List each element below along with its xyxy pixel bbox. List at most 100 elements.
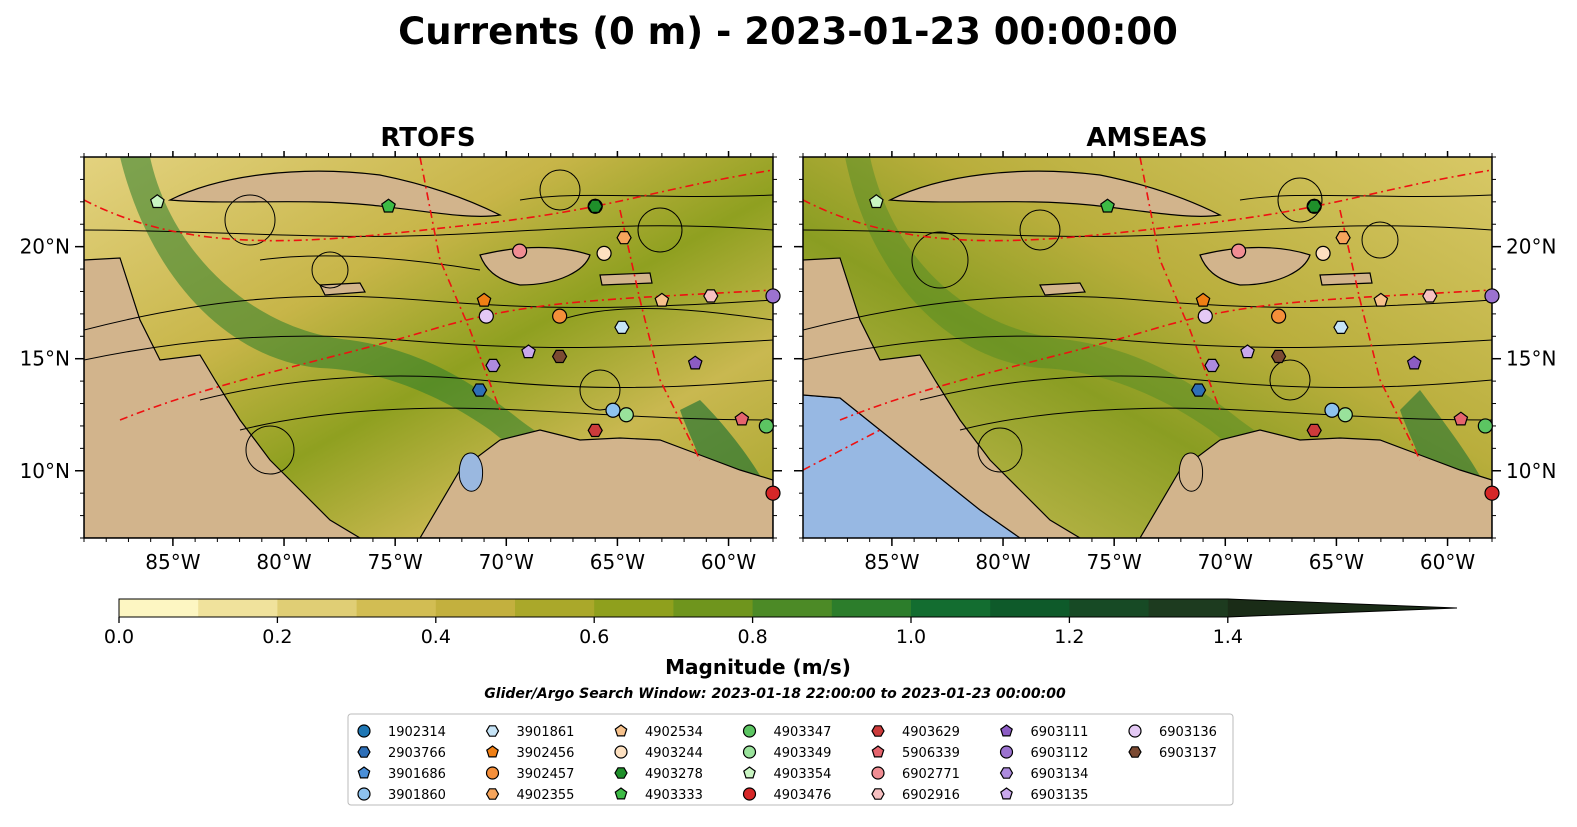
lon-tick-label: 80°W bbox=[256, 550, 311, 574]
land-cuba bbox=[167, 170, 502, 217]
float-markers-rtofs bbox=[149, 194, 781, 501]
lat-tick-label: 15°N bbox=[20, 347, 70, 371]
legend-marker-3902457 bbox=[485, 766, 500, 780]
legend-marker-1902314 bbox=[357, 724, 371, 738]
legend-marker-5906339 bbox=[871, 745, 885, 758]
lon-tick-label: 60°W bbox=[701, 550, 756, 574]
colorbar-extend-arrow bbox=[1227, 599, 1457, 617]
float-marker-4903629 bbox=[1306, 423, 1322, 438]
legend-label: 4903476 bbox=[774, 788, 832, 803]
legend-label: 4903629 bbox=[902, 725, 960, 740]
float-marker-6903134 bbox=[1204, 358, 1220, 373]
legend-label: 4903347 bbox=[774, 725, 832, 740]
legend-label: 6903134 bbox=[1031, 767, 1089, 782]
float-marker-4903476 bbox=[1484, 485, 1500, 501]
float-marker-4902355 bbox=[1335, 231, 1351, 245]
float-marker-4903354 bbox=[149, 194, 165, 209]
current-band bbox=[120, 157, 640, 500]
colorbar-segment bbox=[1069, 599, 1150, 617]
lat-tick-label: 10°N bbox=[20, 459, 70, 483]
legend-label: 4903244 bbox=[645, 746, 703, 761]
legend-label: 4903354 bbox=[774, 767, 832, 782]
legend-label: 3901861 bbox=[517, 725, 575, 740]
legend-label: 6903135 bbox=[1031, 788, 1089, 803]
lon-tick-label: 60°W bbox=[1420, 550, 1475, 574]
lon-tick-label: 80°W bbox=[975, 550, 1030, 574]
legend-marker-6902916 bbox=[871, 788, 885, 800]
colorbar-segment bbox=[1148, 599, 1229, 617]
legend-marker-4903278 bbox=[614, 767, 628, 779]
float-marker-4903278 bbox=[587, 199, 603, 213]
float-marker-4903333 bbox=[381, 198, 396, 213]
colorbar-segment bbox=[911, 599, 991, 617]
lake-maracaibo bbox=[1178, 452, 1204, 492]
colorbar-segment bbox=[515, 599, 595, 617]
legend-marker-4903354 bbox=[743, 766, 756, 779]
colorbar-tick-label: 0.4 bbox=[421, 626, 451, 648]
colorbar-segment bbox=[990, 599, 1070, 617]
legend-label: 4903333 bbox=[645, 788, 703, 803]
colorbar-outline bbox=[118, 598, 1458, 618]
axis-ticks-amseas: 85°W 80°W 75°W 70°W 65°W 60°W 20°N 15°N 10°N bbox=[794, 151, 1556, 574]
float-marker-4903347 bbox=[1477, 418, 1493, 434]
colorbar-tick-label: 1.4 bbox=[1213, 626, 1243, 648]
float-marker-4903349 bbox=[618, 407, 634, 423]
lon-tick-label: 75°W bbox=[368, 550, 423, 574]
lat-tick-label: 20°N bbox=[1506, 235, 1556, 259]
panel-rtofs: RTOFS bbox=[20, 123, 782, 574]
legend-label: 6903111 bbox=[1031, 725, 1089, 740]
float-marker-6903137 bbox=[551, 349, 568, 364]
map-frame-rtofs bbox=[83, 156, 774, 539]
legend-label: 6902771 bbox=[902, 767, 960, 782]
float-marker-4902534 bbox=[654, 292, 670, 307]
lon-tick-label: 65°W bbox=[1309, 550, 1364, 574]
legend-marker-3901861 bbox=[485, 725, 500, 737]
colorbar-segment bbox=[752, 599, 833, 617]
float-marker-4902355 bbox=[616, 231, 632, 245]
lake-maracaibo bbox=[458, 452, 484, 492]
legend-label: 3901686 bbox=[388, 767, 446, 782]
legend-marker-4903347 bbox=[742, 724, 757, 738]
colorbar-tick-label: 0.8 bbox=[737, 626, 767, 648]
float-marker-6903111 bbox=[687, 355, 703, 370]
float-marker-3902456 bbox=[476, 292, 492, 307]
float-marker-3901860 bbox=[1324, 402, 1340, 418]
land-jamaica bbox=[1039, 282, 1086, 296]
lon-tick-label: 85°W bbox=[145, 550, 200, 574]
float-marker-4902534 bbox=[1373, 292, 1389, 307]
float-marker-6903135 bbox=[521, 344, 536, 359]
legend-label: 2903766 bbox=[388, 746, 446, 761]
figure-title: Currents (0 m) - 2023-01-23 00:00:00 bbox=[398, 10, 1178, 53]
legend-items: 1902314 2903766 3901686 3901860 3901861 39024… bbox=[357, 724, 1217, 803]
legend-label: 4903278 bbox=[645, 767, 703, 782]
legend-label: 3902457 bbox=[517, 767, 575, 782]
colorbar-segment bbox=[356, 599, 437, 617]
float-marker-6903111 bbox=[1406, 355, 1422, 370]
float-marker-4903354 bbox=[868, 194, 884, 209]
float-marker-3902457 bbox=[1271, 308, 1287, 324]
float-marker-6903112 bbox=[765, 288, 781, 304]
land-south-america bbox=[1139, 429, 1492, 538]
colorbar-tick-label: 0.6 bbox=[579, 626, 609, 648]
colorbar-segment bbox=[198, 599, 278, 617]
float-marker-4903244 bbox=[596, 245, 612, 261]
legend-marker-3901860 bbox=[357, 787, 371, 801]
legend-marker-4903349 bbox=[742, 745, 757, 759]
legend-marker-4902534 bbox=[614, 724, 628, 737]
land-puerto-rico bbox=[599, 272, 653, 286]
float-marker-6903135 bbox=[1240, 344, 1255, 359]
land-puerto-rico bbox=[1319, 272, 1373, 286]
legend-label: 6903112 bbox=[1031, 746, 1089, 761]
float-marker-2903766 bbox=[471, 383, 488, 397]
legend-label: 6902916 bbox=[902, 788, 960, 803]
float-marker-6903112 bbox=[1484, 288, 1500, 304]
land-hispaniola bbox=[479, 246, 591, 286]
float-marker-6902916 bbox=[1422, 289, 1438, 303]
legend-marker-4903476 bbox=[742, 787, 757, 801]
current-band bbox=[845, 157, 1360, 500]
legend-label: 5906339 bbox=[902, 746, 960, 761]
colorbar-tick-label: 0.0 bbox=[104, 626, 134, 648]
float-marker-5906339 bbox=[734, 411, 750, 426]
legend-label: 3901860 bbox=[388, 788, 446, 803]
legend-marker-4902355 bbox=[485, 788, 500, 800]
